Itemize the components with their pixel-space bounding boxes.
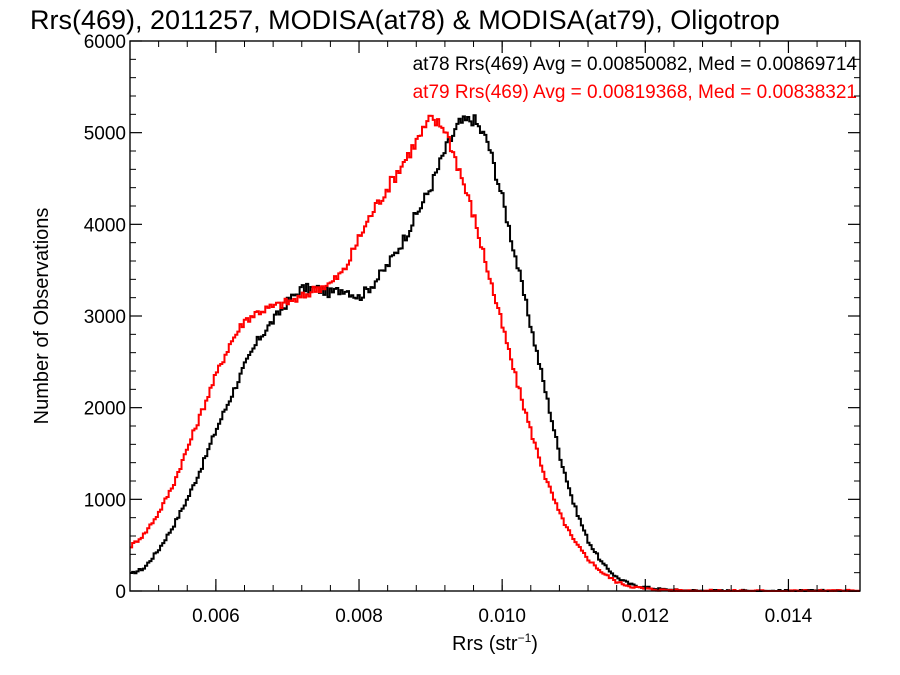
legend-at78: at78 Rrs(469) Avg = 0.00850082, Med = 0.… (413, 54, 858, 75)
x-axis-label-exponent: −1 (518, 631, 532, 645)
y-tick-label: 4000 (84, 215, 126, 236)
ticks-layer: 0.006 0.008 0.010 0.012 0.014 0 1000 2000 3000 40… (84, 32, 861, 627)
y-tick-label: 6000 (84, 32, 126, 53)
y-tick-label: 3000 (84, 307, 126, 328)
x-tick-label: 0.012 (622, 606, 670, 627)
series-line-at78 (130, 114, 860, 592)
y-tick-label: 2000 (84, 399, 126, 420)
y-axis-label: Number of Observations (31, 208, 53, 425)
legend-at79: at79 Rrs(469) Avg = 0.00819368, Med = 0.… (413, 82, 857, 103)
x-axis-label: Rrs (str−1) (452, 631, 538, 655)
x-tick-label: 0.010 (478, 606, 526, 627)
x-tick-label: 0.006 (192, 606, 240, 627)
x-axis-label-close: ) (531, 633, 538, 655)
plot-border (129, 40, 861, 592)
x-tick-label: 0.014 (765, 606, 813, 627)
y-tick-label: 0 (115, 582, 126, 603)
plot-border (129, 40, 861, 592)
y-tick-label: 5000 (84, 124, 126, 145)
series-line-at79 (130, 114, 860, 592)
plot-frame (129, 40, 861, 592)
y-tick-label: 1000 (84, 490, 126, 511)
chart-title: Rrs(469), 2011257, MODISA(at78) & MODISA… (30, 5, 780, 35)
series-layer (130, 114, 860, 592)
x-tick-label: 0.008 (335, 606, 383, 627)
x-axis-label-text: Rrs (str (452, 633, 518, 655)
